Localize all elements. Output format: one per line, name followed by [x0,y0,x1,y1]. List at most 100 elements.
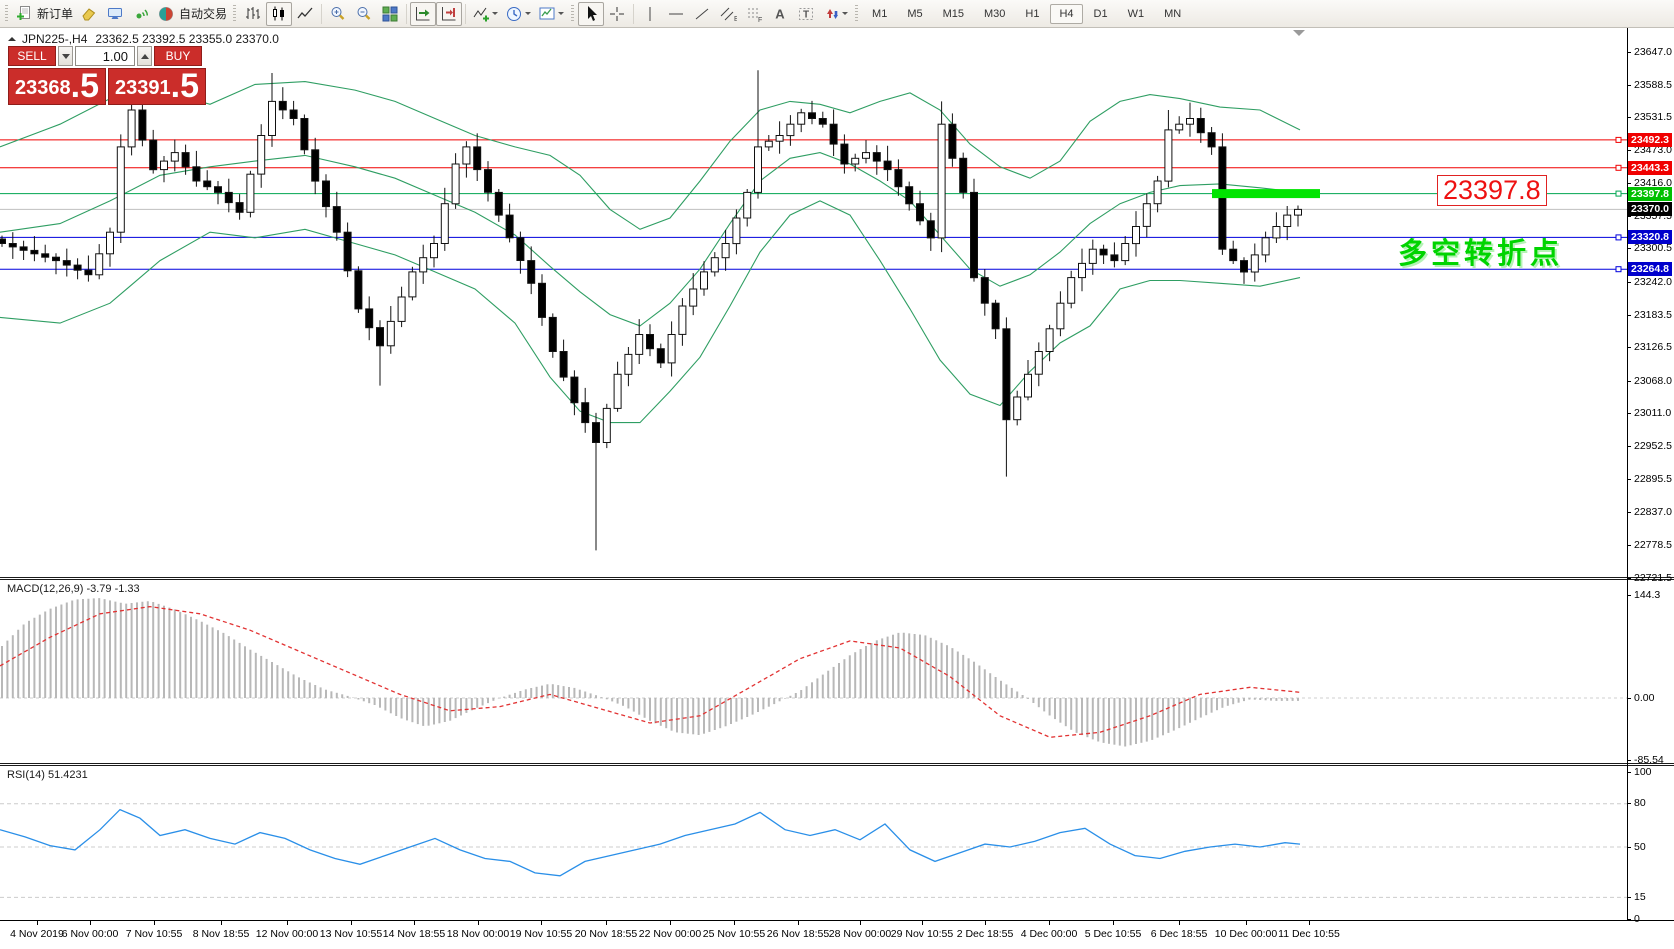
templates-dropdown-caret[interactable] [558,12,565,18]
price-tick [1627,511,1631,513]
volume-decrease-button[interactable] [58,46,73,66]
tf-button-H1[interactable]: H1 [1025,7,1040,20]
cursor-button[interactable] [578,1,605,26]
bar-chart-icon [246,6,261,19]
vertical-line-icon [649,6,651,21]
arrows-button[interactable] [819,2,852,26]
bollinger-upper[interactable] [0,81,1301,230]
templates-icon [539,7,555,19]
text-label-icon: T [799,7,814,20]
line-anchor-23443.3[interactable] [1615,164,1622,171]
text-label-button[interactable]: T [793,2,819,26]
tile-windows-button[interactable] [377,2,403,26]
buy-button[interactable]: BUY [154,46,202,66]
turning-point-annotation[interactable]: 多空转折点 [1398,238,1564,270]
line-anchor-23264.8[interactable] [1615,266,1622,273]
tf-button-M30[interactable]: M30 [984,7,1006,20]
periods-button[interactable] [502,2,535,26]
line-chart-button[interactable] [292,2,318,26]
timeframe-toolbar: M1 M5 M15 M30 H1 H4 D1 W1 MN [862,3,1191,24]
arrows-icon [827,8,839,19]
sell-button[interactable]: SELL [8,46,56,66]
crosshair-button[interactable] [604,2,630,26]
bollinger-lower[interactable] [0,200,1301,424]
price-callout-label[interactable]: 23397.8 [1437,175,1547,206]
svg-text:A: A [775,6,785,21]
text-button[interactable]: A [767,2,793,26]
fibonacci-button[interactable]: F [741,2,767,26]
price-badge-23492.3: 23492.3 [1628,132,1672,147]
time-label: 22 Nov 00:00 [638,928,702,940]
sell-price-display[interactable]: 23368.5 [8,68,106,105]
horizontal-line-button[interactable] [663,2,689,26]
price-tick-label: 23126.5 [1634,341,1672,354]
chart-shift-marker[interactable] [1293,30,1305,42]
macd-pane[interactable] [0,580,1627,763]
zoom-out-icon [357,6,371,20]
price-badge-23320.8: 23320.8 [1628,230,1672,245]
indicators-dropdown-caret[interactable] [492,12,499,18]
candles[interactable] [0,70,1302,551]
tf-button-D1[interactable]: D1 [1093,7,1108,20]
collapse-panel-icon[interactable] [8,33,16,41]
time-tick [670,921,671,925]
indicators-button[interactable] [469,2,502,26]
tf-button-M1[interactable]: M1 [872,7,888,20]
bar-chart-button[interactable] [240,2,266,26]
line-anchor-23320.8[interactable] [1615,234,1622,241]
time-label: 10 Dec 00:00 [1214,928,1278,940]
chart-shift-button[interactable] [436,1,463,26]
auto-scroll-button[interactable] [410,1,437,26]
line-anchor-23492.3[interactable] [1615,136,1622,143]
time-tick [1049,921,1050,925]
price-tick [1627,150,1631,152]
periods-dropdown-caret[interactable] [525,12,532,18]
rsi-pane[interactable] [0,766,1627,920]
candlestick-button[interactable] [266,1,293,26]
time-label: 4 Dec 00:00 [1020,928,1078,940]
vertical-line-button[interactable] [637,2,663,26]
profiles-button[interactable] [102,2,128,26]
buy-price-main: 23391 [115,77,171,99]
tf-button-MN[interactable]: MN [1164,7,1182,20]
bollinger-middle[interactable] [0,152,1301,327]
price-axis[interactable]: 23647.023588.523531.523473.023416.023357… [1627,0,1674,949]
sell-price-main: 23368 [15,77,71,99]
buy-price-display[interactable]: 23391.5 [108,68,206,105]
zoom-out-button[interactable] [351,2,377,26]
time-tick [860,921,861,925]
highlight-zone[interactable] [1212,189,1320,199]
eraser-icon [82,7,96,20]
time-axis[interactable]: 4 Nov 2019 6 Nov 00:00 7 Nov 10:55 8 Nov 18… [0,921,1627,949]
tf-button-M15[interactable]: M15 [942,7,964,20]
eraser-button[interactable] [76,2,102,26]
trendline-button[interactable] [689,2,715,26]
tf-button-W1[interactable]: W1 [1127,7,1145,20]
price-tick-label: 23068.0 [1634,374,1672,387]
volume-input[interactable] [75,46,135,66]
tf-button-H4[interactable]: H4 [1050,3,1083,24]
new-order-button[interactable]: 新订单 [12,2,76,26]
tf-button-M5[interactable]: M5 [907,7,923,20]
volume-increase-button[interactable] [137,46,152,66]
equidistant-channel-button[interactable]: E [715,2,741,26]
autotrade-button[interactable]: 自动交易 [154,2,230,26]
pane-splitter[interactable] [0,577,1674,580]
price-badge-23264.8: 23264.8 [1628,262,1672,277]
price-chart-pane[interactable] [0,28,1627,577]
zoom-in-button[interactable] [325,2,351,26]
equidistant-channel-icon: E [720,7,737,23]
line-anchor-23397.8[interactable] [1615,190,1622,197]
signals-button[interactable] [128,2,154,26]
time-label: 26 Nov 18:55 [766,928,830,940]
rsi-axis-label: 0 [1634,912,1640,925]
time-label: 20 Nov 18:55 [574,928,638,940]
price-tick [1627,577,1631,579]
macd-axis-tick [1627,594,1631,596]
templates-button[interactable] [535,2,568,26]
toolbar-separator [465,3,467,24]
time-label: 6 Dec 18:55 [1150,928,1208,940]
pane-splitter[interactable] [0,763,1674,766]
ohlc-values: 23362.5 23392.5 23355.0 23370.0 [95,32,279,46]
arrows-dropdown-caret[interactable] [842,12,849,18]
